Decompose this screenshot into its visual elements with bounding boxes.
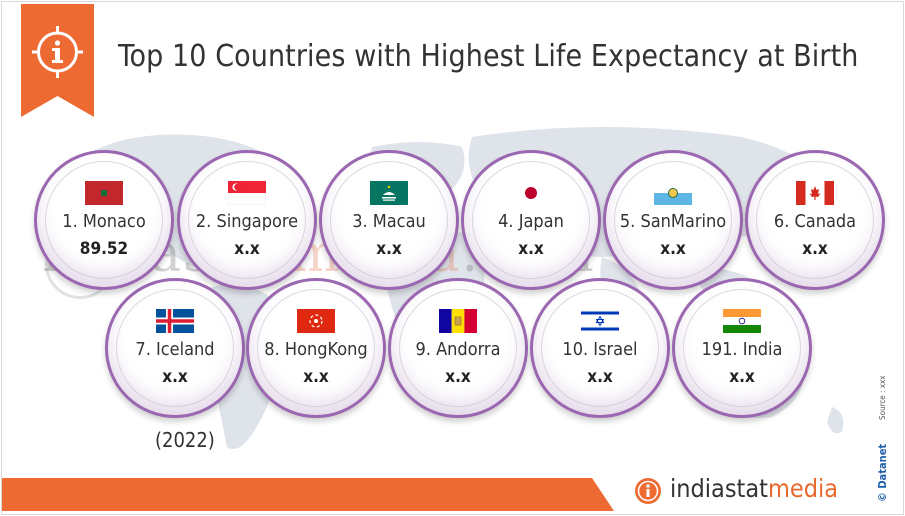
brand-logo-icon xyxy=(635,478,661,504)
year-label: (2022) xyxy=(155,428,215,452)
country-value: x.x xyxy=(660,239,686,259)
country-value: 89.52 xyxy=(79,239,129,259)
source-note: Source : xxx xyxy=(878,375,887,420)
canada-flag-icon xyxy=(796,181,834,205)
country-label: 1. Monaco xyxy=(62,211,146,232)
country-value: x.x xyxy=(162,367,188,387)
israel-flag-icon xyxy=(581,309,619,333)
singapore-flag-icon xyxy=(228,181,266,205)
monaco-flag-icon xyxy=(85,181,123,205)
country-card-andorra: 9. Andorra x.x xyxy=(388,278,528,418)
country-value: x.x xyxy=(729,367,755,387)
country-label: 5. SanMarino xyxy=(619,211,727,232)
country-value: x.x xyxy=(587,367,613,387)
country-card-hongkong: 8. HongKong x.x xyxy=(246,278,386,418)
country-card-israel: 10. Israel x.x xyxy=(530,278,670,418)
iceland-flag-icon xyxy=(156,309,194,333)
country-label: 2. Singapore xyxy=(195,211,299,232)
country-card-japan: 4. Japan x.x xyxy=(461,150,601,290)
country-card-monaco: 1. Monaco 89.52 xyxy=(34,150,174,290)
macau-flag-icon xyxy=(370,181,408,205)
country-card-singapore: 2. Singapore x.x xyxy=(177,150,317,290)
country-value: x.x xyxy=(234,239,260,259)
country-label: 191. India xyxy=(701,339,783,360)
hongkong-flag-icon xyxy=(297,309,335,333)
brand-name: indiastatmedia xyxy=(670,474,839,503)
india-flag-icon xyxy=(723,309,761,333)
country-value: x.x xyxy=(376,239,402,259)
country-value: x.x xyxy=(802,239,828,259)
andorra-flag-icon xyxy=(439,309,477,333)
info-icon xyxy=(21,4,94,117)
country-value: x.x xyxy=(518,239,544,259)
sanmarino-flag-icon xyxy=(654,181,692,205)
country-label: 7. Iceland xyxy=(135,339,215,360)
country-card-macau: 3. Macau x.x xyxy=(319,150,459,290)
country-card-india: 191. India x.x xyxy=(672,278,812,418)
country-label: 4. Japan xyxy=(498,211,564,232)
country-card-sanmarino: 5. SanMarino x.x xyxy=(603,150,743,290)
country-label: 6. Canada xyxy=(773,211,857,232)
country-card-iceland: 7. Iceland x.x xyxy=(105,278,245,418)
footer-bar xyxy=(2,478,614,511)
japan-flag-icon xyxy=(512,181,550,205)
country-label: 10. Israel xyxy=(562,339,638,360)
country-label: 9. Andorra xyxy=(415,339,501,360)
datanet-credit: © Datanet xyxy=(876,443,889,502)
country-label: 3. Macau xyxy=(352,211,426,232)
page-title: Top 10 Countries with Highest Life Expec… xyxy=(118,39,859,74)
country-card-canada: 6. Canada x.x xyxy=(745,150,885,290)
country-value: x.x xyxy=(303,367,329,387)
country-value: x.x xyxy=(445,367,471,387)
country-label: 8. HongKong xyxy=(264,339,368,360)
